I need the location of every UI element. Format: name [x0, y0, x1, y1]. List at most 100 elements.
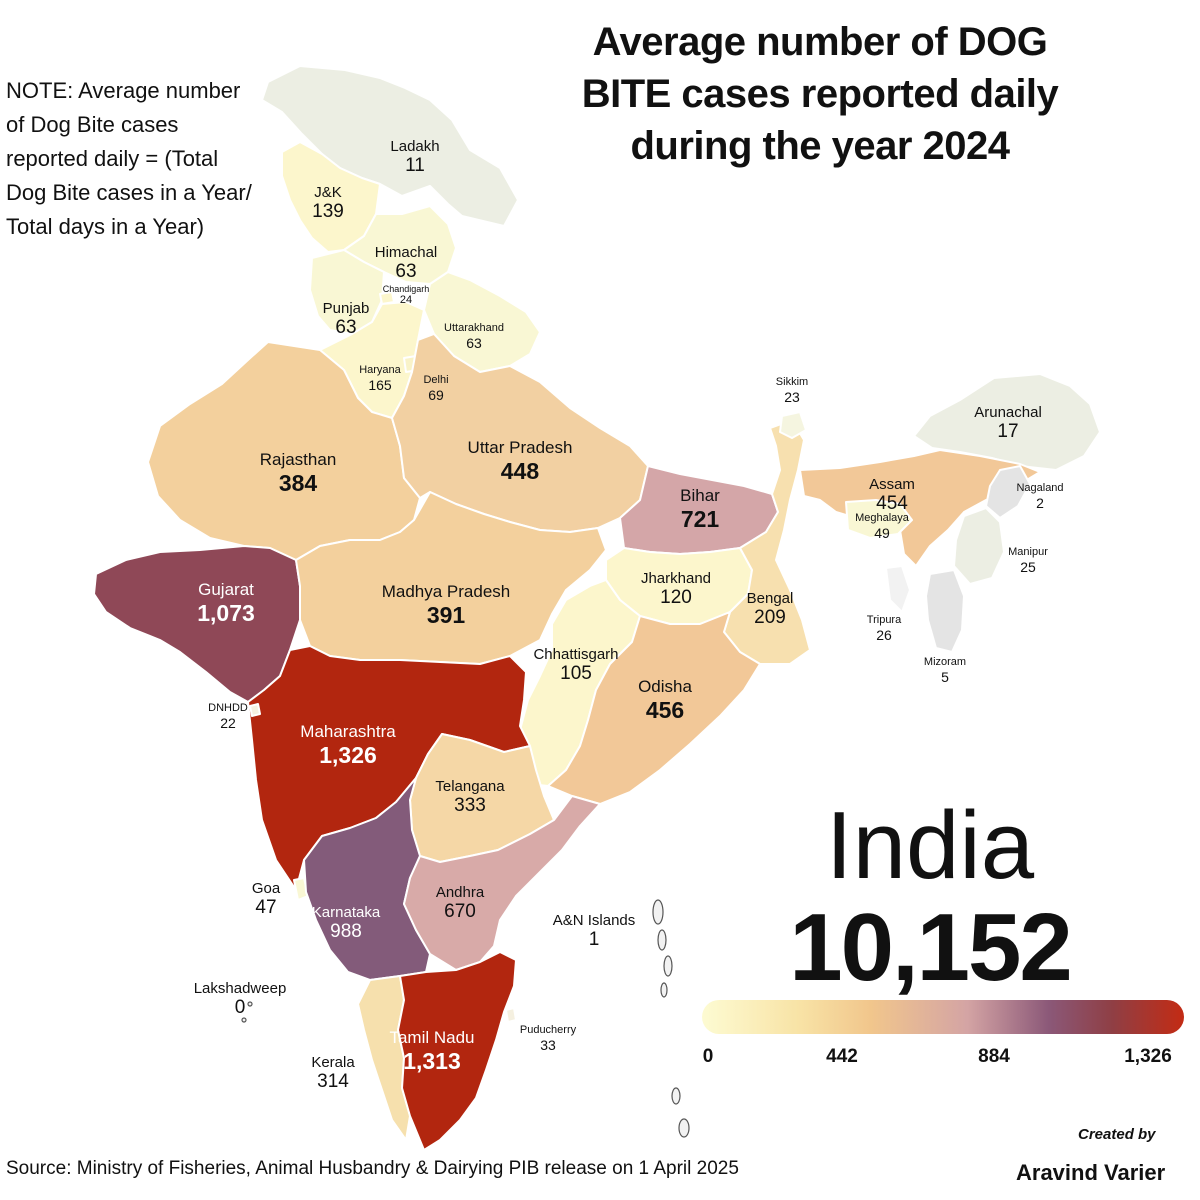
- region-value: 1,073: [197, 599, 255, 626]
- legend-tick-3: 1,326: [1124, 1046, 1172, 1067]
- region-name: Kerala: [311, 1054, 355, 1071]
- source-note: Source: Ministry of Fisheries, Animal Hu…: [6, 1158, 739, 1179]
- region-value: 391: [426, 601, 466, 628]
- region-label-kerala: Kerala 314: [311, 1054, 354, 1093]
- region-name: Meghalaya: [855, 512, 909, 524]
- region-name: Lakshadweep: [193, 980, 287, 997]
- region-label-delhi: Delhi 69: [423, 374, 448, 403]
- region-name: Punjab: [322, 300, 370, 317]
- region-value: 33: [540, 1036, 556, 1053]
- region-label-andhra: Andhra 670: [436, 884, 484, 923]
- region-odisha: [547, 611, 761, 805]
- region-value: 63: [395, 261, 417, 283]
- region-label-punjab: Punjab 63: [323, 300, 370, 339]
- region-name: Chhattisgarh: [533, 646, 619, 663]
- region-value: 23: [784, 388, 800, 405]
- region-label-tripura: Tripura 26: [867, 614, 901, 643]
- region-name: Uttar Pradesh: [467, 438, 573, 457]
- region-value: 120: [660, 587, 692, 609]
- region-value: 105: [560, 663, 592, 685]
- region-name: A&N Islands: [552, 912, 636, 929]
- region-value: 2: [1036, 494, 1044, 511]
- region-name: Ladakh: [390, 138, 440, 155]
- region-label-telangana: Telangana 333: [435, 778, 504, 817]
- region-ladakh: [261, 65, 519, 227]
- legend-tick-0: 0: [702, 1046, 714, 1067]
- region-name: Assam: [869, 476, 915, 493]
- region-name: Karnataka: [311, 904, 381, 921]
- region-value: 988: [330, 921, 362, 943]
- region-value: 165: [368, 376, 392, 393]
- region-name: Nagaland: [1016, 482, 1064, 494]
- region-label-uttarakhand: Uttarakhand 63: [444, 322, 504, 351]
- region-name: J&K: [314, 184, 342, 201]
- region-name: Madhya Pradesh: [381, 582, 511, 601]
- region-value: 47: [255, 897, 277, 919]
- region-name: Manipur: [1008, 546, 1048, 558]
- region-label-sikkim: Sikkim 23: [776, 376, 808, 405]
- region-value: 69: [428, 386, 444, 403]
- region-up: [391, 333, 649, 533]
- region-name: Tripura: [866, 614, 902, 626]
- region-name: Chandigarh: [382, 284, 430, 294]
- region-meghalaya: [845, 499, 913, 539]
- region-name: Maharashtra: [300, 722, 396, 741]
- region-label-jharkhand: Jharkhand 120: [641, 570, 711, 609]
- region-label-chandigarh: Chandigarh 24: [383, 284, 430, 307]
- region-label-mizoram: Mizoram 5: [924, 656, 966, 685]
- country-total: 10,152: [789, 894, 1073, 1001]
- region-value: 721: [680, 505, 720, 532]
- region-name: DNHDD: [208, 702, 248, 714]
- region-value: 63: [466, 334, 482, 351]
- region-name: Odisha: [638, 677, 692, 696]
- region-value: 454: [876, 493, 908, 515]
- region-label-dnhdd: DNHDD 22: [208, 702, 248, 731]
- region-value: 26: [876, 626, 892, 643]
- legend-tick-1: 442: [826, 1046, 858, 1067]
- region-label-bihar: Bihar 721: [680, 486, 720, 532]
- region-name: Delhi: [423, 374, 449, 386]
- methodology-note: NOTE: Average number of Dog Bite cases r…: [6, 78, 252, 239]
- region-value: 384: [278, 469, 318, 496]
- region-name: Uttarakhand: [444, 322, 504, 334]
- region-label-karnataka: Karnataka 988: [312, 904, 380, 943]
- lakshadweep-shapes: [241, 1001, 253, 1023]
- region-label-lakshadweep: Lakshadweep 0: [194, 980, 287, 1019]
- region-value: 333: [454, 795, 486, 817]
- region-value: 448: [500, 457, 540, 484]
- region-label-manipur: Manipur 25: [1008, 546, 1048, 575]
- region-label-jk: J&K 139: [312, 184, 344, 223]
- region-name: Himachal: [374, 244, 438, 261]
- region-name: Goa: [251, 880, 281, 897]
- region-tamilnadu: [397, 951, 517, 1151]
- region-label-assam: Assam 454: [869, 476, 915, 515]
- region-label-ladakh: Ladakh 11: [390, 138, 439, 177]
- region-name: Telangana: [435, 778, 505, 795]
- chart-title: Average number of DOG BITE cases reporte…: [581, 20, 1059, 168]
- region-label-mp: Madhya Pradesh 391: [382, 582, 511, 628]
- region-label-chhattisgarh: Chhattisgarh 105: [533, 646, 618, 685]
- region-value: 456: [645, 696, 685, 723]
- region-value: 5: [941, 668, 949, 685]
- region-value: 314: [317, 1071, 349, 1093]
- region-label-an_islands: A&N Islands 1: [553, 912, 636, 951]
- region-value: 209: [754, 607, 786, 629]
- region-label-puducherry: Puducherry 33: [520, 1024, 576, 1053]
- region-label-up: Uttar Pradesh 448: [468, 438, 573, 484]
- region-label-nagaland: Nagaland 2: [1016, 482, 1063, 511]
- region-value: 1,326: [319, 741, 377, 768]
- region-value: 49: [874, 524, 890, 541]
- region-value: 25: [1020, 558, 1036, 575]
- region-value: 1,313: [403, 1047, 461, 1074]
- region-name: Bihar: [680, 486, 720, 505]
- region-name: Sikkim: [775, 376, 809, 388]
- region-value: 11: [405, 155, 425, 177]
- region-andhra: [403, 795, 601, 971]
- an-islands-shapes: [652, 899, 690, 1138]
- region-mizoram: [925, 569, 965, 653]
- region-label-haryana: Haryana 165: [359, 364, 401, 393]
- region-name: Puducherry: [519, 1024, 577, 1036]
- region-name: Arunachal: [974, 404, 1042, 421]
- region-value: 139: [312, 201, 344, 223]
